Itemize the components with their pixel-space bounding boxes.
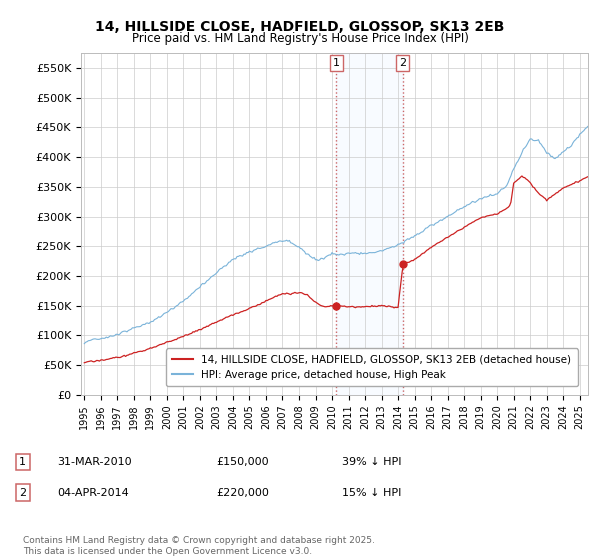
Text: Price paid vs. HM Land Registry's House Price Index (HPI): Price paid vs. HM Land Registry's House … [131, 32, 469, 45]
Text: 31-MAR-2010: 31-MAR-2010 [57, 457, 131, 467]
Text: £150,000: £150,000 [216, 457, 269, 467]
Text: 2: 2 [19, 488, 26, 498]
Text: 1: 1 [19, 457, 26, 467]
Legend: 14, HILLSIDE CLOSE, HADFIELD, GLOSSOP, SK13 2EB (detached house), HPI: Average p: 14, HILLSIDE CLOSE, HADFIELD, GLOSSOP, S… [166, 348, 578, 386]
Text: £220,000: £220,000 [216, 488, 269, 498]
Text: 39% ↓ HPI: 39% ↓ HPI [342, 457, 401, 467]
Text: 14, HILLSIDE CLOSE, HADFIELD, GLOSSOP, SK13 2EB: 14, HILLSIDE CLOSE, HADFIELD, GLOSSOP, S… [95, 20, 505, 34]
Bar [336, 53, 403, 395]
Text: 15% ↓ HPI: 15% ↓ HPI [342, 488, 401, 498]
Text: Contains HM Land Registry data © Crown copyright and database right 2025.
This d: Contains HM Land Registry data © Crown c… [23, 536, 374, 556]
Text: 1: 1 [332, 58, 340, 68]
Text: 04-APR-2014: 04-APR-2014 [57, 488, 129, 498]
Text: 2: 2 [399, 58, 406, 68]
